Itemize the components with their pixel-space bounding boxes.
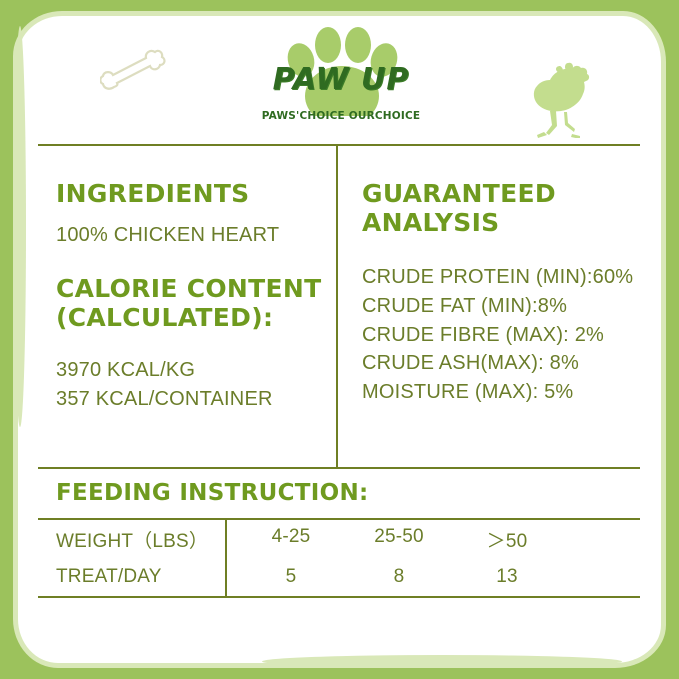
paw-print-icon xyxy=(287,27,398,116)
analysis-title-line2: ANALYSIS xyxy=(362,207,500,237)
analysis-line: CRUDE FAT (MIN):8% xyxy=(362,294,568,317)
feeding-cell: 4-25 xyxy=(271,525,311,547)
guaranteed-analysis-title: GUARANTEED ANALYSIS xyxy=(362,179,640,237)
feeding-table-divider xyxy=(225,520,227,596)
logo-wordmark: PAW UP xyxy=(272,62,410,97)
analysis-line: MOISTURE (MAX): 5% xyxy=(362,381,574,404)
logo-tagline: PAWS'CHOICE OURCHOICE xyxy=(261,110,421,122)
calorie-line: 357 KCAL/CONTAINER xyxy=(56,388,273,411)
feeding-row-header: WEIGHT（LBS） xyxy=(56,530,209,552)
divider-vertical xyxy=(336,144,338,467)
right-column: GUARANTEED ANALYSIS CRUDE PROTEIN (MIN):… xyxy=(362,179,640,407)
divider-top xyxy=(38,144,640,146)
table-row: WEIGHT（LBS） 4-25 25-50 ＞50 xyxy=(38,520,640,558)
feeding-cell: ＞50 xyxy=(486,530,528,552)
feeding-table: WEIGHT（LBS） 4-25 25-50 ＞50 TREAT/DAY 5 8… xyxy=(38,518,640,598)
ingredients-title: INGREDIENTS xyxy=(56,179,250,208)
analysis-title-line1: GUARANTEED xyxy=(362,179,556,208)
divider-middle xyxy=(38,467,640,469)
brand-logo: PAW UP PAWS'CHOICE OURCHOICE xyxy=(255,26,427,134)
feeding-cell: 25-50 xyxy=(374,525,424,547)
feeding-cell: 5 xyxy=(285,566,297,587)
feeding-cell: 8 xyxy=(393,566,405,587)
chicken-icon xyxy=(533,62,590,138)
feeding-instruction-title: FEEDING INSTRUCTION: xyxy=(56,480,369,506)
bone-icon xyxy=(100,49,166,90)
calorie-title-line1: CALORIE CONTENT xyxy=(56,274,322,304)
table-row: TREAT/DAY 5 8 13 xyxy=(38,558,640,596)
feeding-row-header: TREAT/DAY xyxy=(56,566,162,587)
calorie-title-line2: (CALCULATED): xyxy=(56,302,274,332)
analysis-line: CRUDE FIBRE (MAX): 2% xyxy=(362,323,605,346)
feeding-cell: 13 xyxy=(496,566,518,587)
calorie-line: 3970 KCAL/KG xyxy=(56,359,196,382)
ingredients-value: 100% CHICKEN HEART xyxy=(56,223,280,246)
left-column: INGREDIENTS 100% CHICKEN HEART CALORIE C… xyxy=(56,179,324,414)
analysis-line: CRUDE ASH(MAX): 8% xyxy=(362,352,579,375)
calorie-content-title: CALORIE CONTENT (CALCULATED): xyxy=(56,275,324,332)
analysis-line: CRUDE PROTEIN (MIN):60% xyxy=(362,266,634,288)
